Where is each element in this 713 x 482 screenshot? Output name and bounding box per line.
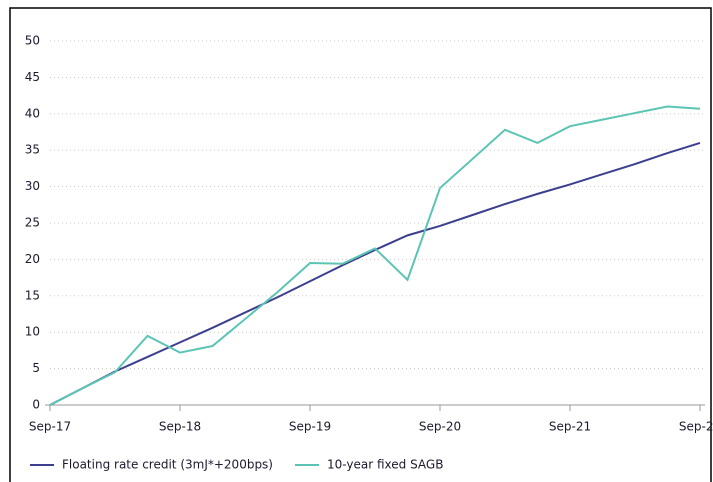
frame [9,7,712,482]
y-tick-label: 45 [25,70,40,84]
x-tick-label: Sep-18 [159,420,201,434]
x-tick-label: Sep-21 [549,420,591,434]
y-tick-label: 40 [25,106,40,120]
x-tick-label: Sep-17 [29,420,71,434]
y-tick-label: 50 [25,34,40,48]
legend-label: 10-year fixed SAGB [327,458,443,472]
y-tick-label: 10 [25,325,40,339]
legend: Floating rate credit (3mJ*+200bps) 10-yea… [30,458,443,472]
x-tick-label: Sep-19 [289,420,331,434]
y-tick-label: 20 [25,252,40,266]
y-tick-label: 30 [25,179,40,193]
x-tick-label: Sep-22 [679,420,713,434]
line-series [49,141,701,406]
y-tick-label: 15 [25,288,40,302]
y-tick-label: 25 [25,216,40,230]
y-tick-label: 35 [25,143,40,157]
y-tick-label: 5 [32,361,40,375]
line-series [49,105,701,406]
y-tick-label: 0 [32,398,40,412]
x-tick-label: Sep-20 [419,420,461,434]
legend-label: Floating rate credit (3mJ*+200bps) [62,458,273,472]
